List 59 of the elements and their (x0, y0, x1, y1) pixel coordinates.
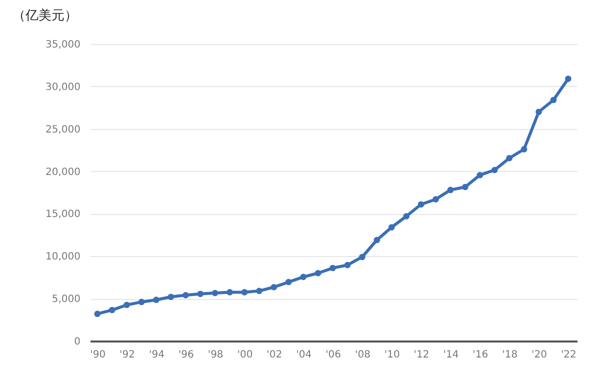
point (241, 289, 248, 296)
y-tick-label: 10,000 (46, 252, 80, 263)
point (447, 186, 454, 194)
x-tick-label: '16 (472, 350, 488, 360)
x-tick-label: '08 (354, 350, 370, 360)
x-tick-label: '06 (326, 350, 342, 360)
x-tick-label: '10 (384, 350, 400, 360)
x-tick-label: '90 (90, 350, 106, 360)
point (124, 302, 130, 308)
x-tick-label: '98 (208, 350, 224, 360)
y-tick-label: 0 (74, 336, 80, 348)
point (330, 264, 336, 272)
x-tick-label: '18 (502, 350, 518, 360)
y-tick-label: 20,000 (46, 166, 80, 178)
x-tick-label: '92 (120, 350, 136, 360)
point (314, 270, 322, 276)
point (300, 274, 306, 280)
point (506, 154, 512, 162)
x-tick-label: '20 (532, 350, 547, 360)
point (344, 262, 351, 268)
x-tick-label: '22 (560, 350, 576, 360)
point (108, 306, 116, 314)
point (520, 146, 528, 152)
point (388, 224, 395, 230)
point (270, 284, 278, 290)
point (476, 172, 484, 178)
point (374, 236, 380, 244)
point (197, 290, 204, 298)
point (168, 294, 174, 300)
x-tick-label: '94 (148, 350, 164, 360)
x-tick-label: '96 (178, 350, 194, 360)
point (138, 298, 145, 306)
point (359, 254, 366, 260)
y-tick-label: 30,000 (46, 82, 80, 93)
point (153, 296, 160, 303)
x-tick-label: '04 (296, 350, 312, 360)
y-tick-label: 15,000 (46, 209, 80, 220)
point (94, 310, 101, 317)
x-tick-label: '02 (266, 350, 282, 360)
point (256, 288, 262, 294)
y-axis-title: （亿美元） (12, 8, 78, 24)
point (432, 196, 439, 202)
x-tick-label: '12 (414, 350, 430, 360)
point (212, 290, 218, 296)
point (491, 166, 498, 174)
y-tick-label: 25,000 (46, 124, 80, 136)
point (403, 213, 410, 220)
point (285, 278, 292, 286)
point (182, 292, 189, 298)
point (418, 201, 424, 208)
x-tick-label: '14 (443, 350, 459, 360)
point (550, 96, 557, 104)
point (536, 108, 542, 116)
point (462, 184, 468, 190)
x-tick-label: '00 (237, 350, 253, 360)
point (565, 76, 572, 82)
point (226, 289, 233, 296)
y-tick-label: 5,000 (52, 294, 80, 306)
y-tick-label: 35,000 (46, 40, 80, 50)
